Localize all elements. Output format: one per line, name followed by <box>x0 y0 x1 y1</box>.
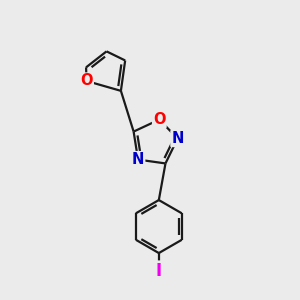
Text: N: N <box>171 131 184 146</box>
Text: O: O <box>80 74 93 88</box>
Text: O: O <box>153 112 166 127</box>
Text: N: N <box>132 152 144 167</box>
Text: I: I <box>156 262 162 280</box>
